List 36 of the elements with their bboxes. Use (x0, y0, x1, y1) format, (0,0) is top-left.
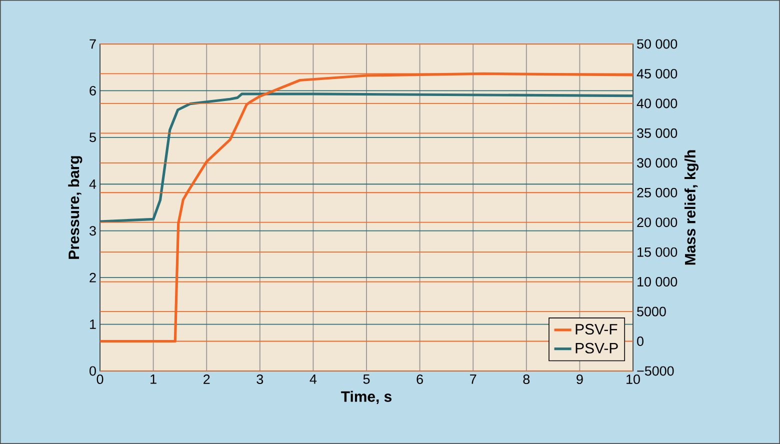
x-tick-label: 7 (470, 374, 476, 384)
y2-tick-label: 5000 (637, 306, 666, 316)
y2-tick-label: 15 000 (638, 247, 678, 257)
y2-axis-title: Mass relief, kg/h (684, 150, 699, 265)
x-tick-label: 0 (96, 374, 104, 384)
x-tick-label: 8 (523, 374, 530, 384)
y2-tick-label: 0 (637, 336, 644, 346)
y-tick-label: 7 (90, 39, 96, 49)
y-tick-label: 6 (90, 86, 96, 96)
y2-tick-label: −5000 (637, 366, 674, 376)
x-axis-title: Time, s (341, 390, 392, 404)
y-tick-label: 5 (90, 132, 96, 142)
y-tick-label: 3 (90, 226, 96, 236)
y2-tick-label: 45 000 (636, 68, 678, 78)
y-tick-label: 1 (90, 320, 96, 329)
y-axis-title: Pressure, barg (68, 156, 82, 259)
y2-tick-label: 35 000 (637, 128, 678, 138)
y2-tick-label: 40 000 (636, 98, 678, 108)
x-tick-label: 2 (204, 374, 210, 384)
x-tick-label: 6 (416, 374, 423, 384)
y2-tick-label: 25 000 (637, 188, 678, 198)
legend-label: PSV-F (576, 324, 618, 335)
x-tick-label: 3 (256, 374, 264, 384)
x-tick-label: 10 (626, 374, 640, 384)
y2-tick-label: 30 000 (637, 158, 678, 168)
y2-tick-label: 10 000 (638, 277, 678, 287)
x-tick-label: 1 (150, 374, 156, 384)
x-tick-label: 9 (576, 374, 583, 384)
legend-label: PSV-P (576, 342, 618, 354)
y2-tick-label: 20 000 (637, 218, 678, 228)
x-tick-label: 5 (363, 374, 370, 384)
y2-tick-label: 50 000 (637, 39, 678, 49)
y-tick-label: 2 (90, 272, 96, 282)
y-tick-label: 4 (89, 180, 96, 189)
y-tick-label: 0 (90, 366, 96, 376)
x-tick-label: 4 (310, 374, 317, 384)
